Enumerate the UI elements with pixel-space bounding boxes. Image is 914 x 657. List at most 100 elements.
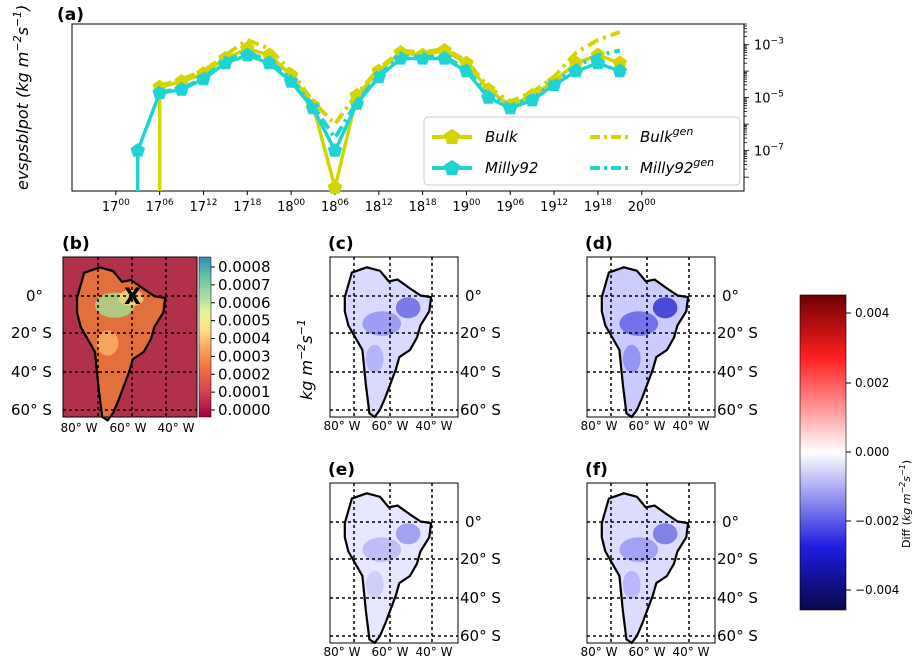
map-grid — [587, 257, 715, 417]
legend-entry-milly92: Milly92 — [432, 159, 538, 177]
lon-label: 40° W — [673, 645, 710, 657]
lat-label: 60° S — [460, 401, 501, 419]
series-line — [159, 48, 621, 140]
legend-label-milly92: Milly92 — [485, 159, 538, 177]
lat-label: 20° S — [460, 550, 501, 568]
colorbar-tick-label: 0.0003 — [218, 347, 271, 365]
x-tick-label: 1706 — [146, 198, 174, 215]
diff-colorbar-bar — [799, 294, 847, 611]
diff-panels: (c) 0° 20° S 40° S 60° S 80° W 60° W 40° W (d) 0°… — [324, 234, 758, 657]
lon-label: 80° W — [581, 419, 618, 433]
diff-tick-label: −0.002 — [855, 514, 899, 528]
x-tick-label: 1906 — [496, 198, 524, 215]
panel-c-label: (c) — [328, 234, 354, 254]
colorbar-tick-label: 0.0006 — [218, 294, 271, 312]
colorbar-tick-label: 0.0001 — [218, 383, 271, 401]
panel-f: (f) 0° 20° S 40° S 60° S 80° W 60° W 40° W — [581, 460, 758, 657]
panel-a-label: (a) — [57, 5, 84, 25]
colorbar-b-label: kg m−2s−1 — [295, 319, 316, 400]
colorbar-b-ticks: 0.00080.00070.00060.00050.00040.00030.00… — [211, 258, 271, 419]
data-point — [612, 63, 628, 78]
map-grid — [330, 483, 458, 643]
lon-label: 60° W — [372, 645, 409, 657]
lon-label: 60° W — [110, 421, 147, 435]
lon-label: 40° W — [673, 419, 710, 433]
map-frame — [329, 256, 459, 418]
diff-tick-label: 0.004 — [855, 306, 889, 320]
lat-label: 40° S — [460, 363, 501, 381]
lon-label: 60° W — [629, 419, 666, 433]
x-tick-label: 1806 — [321, 198, 349, 215]
x-tick-label: 1918 — [584, 198, 612, 215]
y-tick-label: 10−3 — [754, 37, 784, 54]
panel-b-label: (b) — [62, 234, 90, 254]
lat-label: 0° — [465, 287, 482, 305]
lat-label: 40° S — [717, 363, 758, 381]
x-tick-label: 1900 — [452, 198, 480, 215]
lon-label: 40° W — [158, 421, 195, 435]
colorbar-tick-label: 0.0007 — [218, 276, 271, 294]
lon-label: 60° W — [372, 419, 409, 433]
x-tick-label: 1800 — [277, 198, 305, 215]
y-ticks-a: 10−3 10−5 10−7 — [744, 23, 784, 178]
diff-tick-label: −0.004 — [855, 583, 899, 597]
lat-label: 20° S — [460, 324, 501, 342]
x-tick-label: 2000 — [628, 198, 656, 215]
map-continent — [600, 492, 690, 644]
colorbar-tick-label: 0.0008 — [218, 258, 271, 276]
lon-label: 40° W — [416, 645, 453, 657]
lat-label: 40° S — [11, 363, 52, 381]
diff-tick-label: 0.000 — [855, 445, 889, 459]
lon-label: 80° W — [324, 419, 361, 433]
map-grid — [330, 257, 458, 417]
x-tick-label: 1718 — [233, 198, 261, 215]
lat-label: 40° S — [460, 589, 501, 607]
colorbar-tick-label: 0.0000 — [218, 401, 271, 419]
plot-a-frame — [71, 23, 745, 192]
lat-label: 0° — [26, 287, 43, 305]
x-tick-label: 1712 — [189, 198, 217, 215]
map-continent — [343, 492, 433, 644]
data-point — [327, 142, 343, 157]
diff-colorbar-label: Diff (kg m−2s−1) — [898, 460, 913, 548]
series-line — [159, 30, 621, 127]
diff-colorbar: 0.004 0.002 0.000 −0.002 −0.004 Diff (kg… — [799, 294, 913, 611]
data-point — [327, 180, 343, 194]
map-frame — [329, 482, 459, 644]
lat-label: 20° S — [717, 550, 758, 568]
map-b-frame — [62, 256, 198, 418]
diff-tick-label: 0.002 — [855, 376, 889, 390]
lat-label: 20° S — [717, 324, 758, 342]
panel-f-label: (f) — [585, 460, 608, 480]
map-b-continent — [75, 266, 167, 422]
lon-labels-b: 80° W 60° W 40° W — [61, 421, 195, 435]
legend-entry-bulk: Bulk — [432, 128, 519, 146]
lat-label: 60° S — [460, 627, 501, 645]
legend-label-bulk: Bulk — [485, 128, 519, 146]
map-grid — [587, 483, 715, 643]
lon-label: 80° W — [61, 421, 98, 435]
map-frame — [586, 482, 716, 644]
legend-entry-milly92-gen: Milly92gen — [590, 156, 714, 177]
lat-label: 20° S — [11, 324, 52, 342]
y-tick-label: 10−5 — [754, 90, 784, 107]
colorbar-tick-label: 0.0002 — [218, 365, 271, 383]
lat-label: 0° — [722, 287, 739, 305]
lat-label: 60° S — [11, 401, 52, 419]
x-tick-label: 1912 — [540, 198, 568, 215]
panel-d-label: (d) — [585, 234, 613, 254]
y-tick-label: 10−7 — [754, 143, 784, 160]
series-a — [130, 30, 628, 194]
x-tick-label: 1812 — [365, 198, 393, 215]
panel-d: (d) 0° 20° S 40° S 60° S 80° W 60° W 40° W — [581, 234, 758, 433]
map-continent — [343, 266, 433, 418]
panel-e-label: (e) — [328, 460, 355, 480]
colorbar-tick-label: 0.0004 — [218, 330, 271, 348]
x-tick-label: 1700 — [102, 198, 130, 215]
legend-entry-bulk-gen: Bulkgen — [590, 125, 693, 146]
data-point — [130, 142, 145, 157]
lon-label: 80° W — [581, 645, 618, 657]
data-point — [240, 47, 255, 62]
lat-label: 0° — [465, 513, 482, 531]
